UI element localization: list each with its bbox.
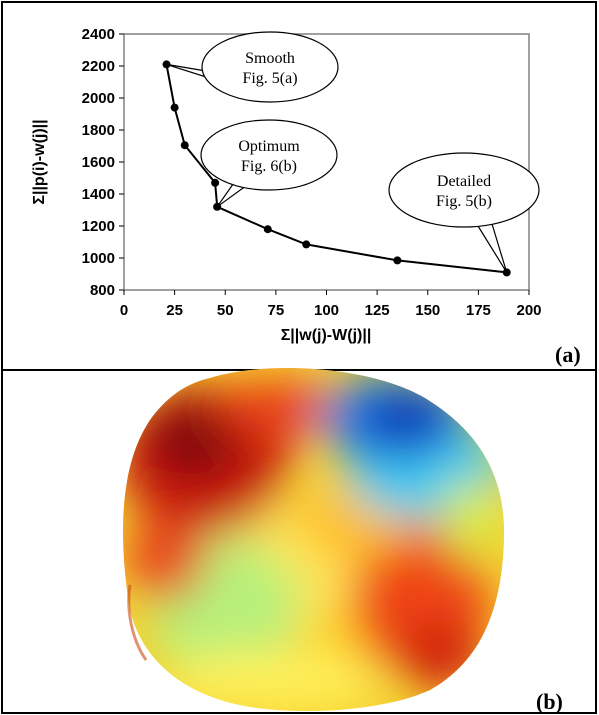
y-tick-labels: 800 1000 1200 1400 1600 1800 2000 2200 2400 — [82, 26, 124, 299]
y-tick-label: 1200 — [82, 218, 115, 235]
callout-bubble: Smooth Fig. 5(a) — [166, 31, 339, 103]
callout-text: Smooth — [245, 50, 295, 67]
callout-text: Detailed — [437, 173, 491, 190]
callout-bubble: Detailed Fig. 5(b) — [388, 152, 540, 273]
data-point — [263, 225, 272, 234]
x-tick-label: 125 — [365, 302, 390, 319]
x-tick-label: 25 — [166, 302, 183, 319]
y-tick-label: 1000 — [82, 250, 115, 267]
data-point — [302, 240, 311, 249]
panel-b-label: (b) — [536, 689, 563, 714]
data-point — [180, 141, 189, 150]
chart-panel-a: 800 1000 1200 1400 1600 1800 2000 2200 2400 0 25 5… — [31, 26, 542, 344]
callout-text: Fig. 5(a) — [242, 70, 297, 87]
callout-text: Fig. 6(b) — [241, 158, 297, 175]
x-tick-label: 50 — [217, 302, 234, 319]
callout-text: Optimum — [238, 138, 300, 155]
x-axis-title: Σ||w(j)-W(j)|| — [281, 327, 372, 344]
panel-a-label: (a) — [555, 342, 581, 367]
y-tick-label: 2000 — [82, 90, 115, 107]
x-tick-label: 175 — [466, 302, 491, 319]
callout-text: Fig. 5(b) — [436, 193, 492, 210]
x-tick-label: 200 — [516, 302, 541, 319]
callout-ellipse — [200, 119, 338, 191]
color-surface-render — [122, 367, 505, 711]
x-tick-label: 75 — [268, 302, 285, 319]
callout-ellipse — [201, 31, 339, 103]
data-point — [393, 256, 402, 265]
x-tick-labels: 0 25 50 75 100 125 150 175 200 — [120, 290, 542, 319]
callout-ellipse — [388, 152, 540, 228]
data-point — [211, 178, 220, 187]
callouts: Smooth Fig. 5(a) Optimum Fig. 6(b) Detailed F… — [166, 31, 540, 273]
x-tick-label: 100 — [314, 302, 339, 319]
y-tick-label: 800 — [90, 282, 115, 299]
x-tick-label: 0 — [120, 302, 128, 319]
y-tick-label: 1400 — [82, 186, 115, 203]
y-axis-title: Σ||p(i)-w(j)|| — [31, 119, 48, 204]
y-tick-label: 2200 — [82, 58, 115, 75]
callout-bubble: Optimum Fig. 6(b) — [200, 119, 338, 208]
x-tick-label: 150 — [415, 302, 440, 319]
y-tick-label: 1600 — [82, 154, 115, 171]
data-point — [170, 103, 179, 112]
y-tick-label: 1800 — [82, 122, 115, 139]
y-tick-label: 2400 — [82, 26, 115, 43]
